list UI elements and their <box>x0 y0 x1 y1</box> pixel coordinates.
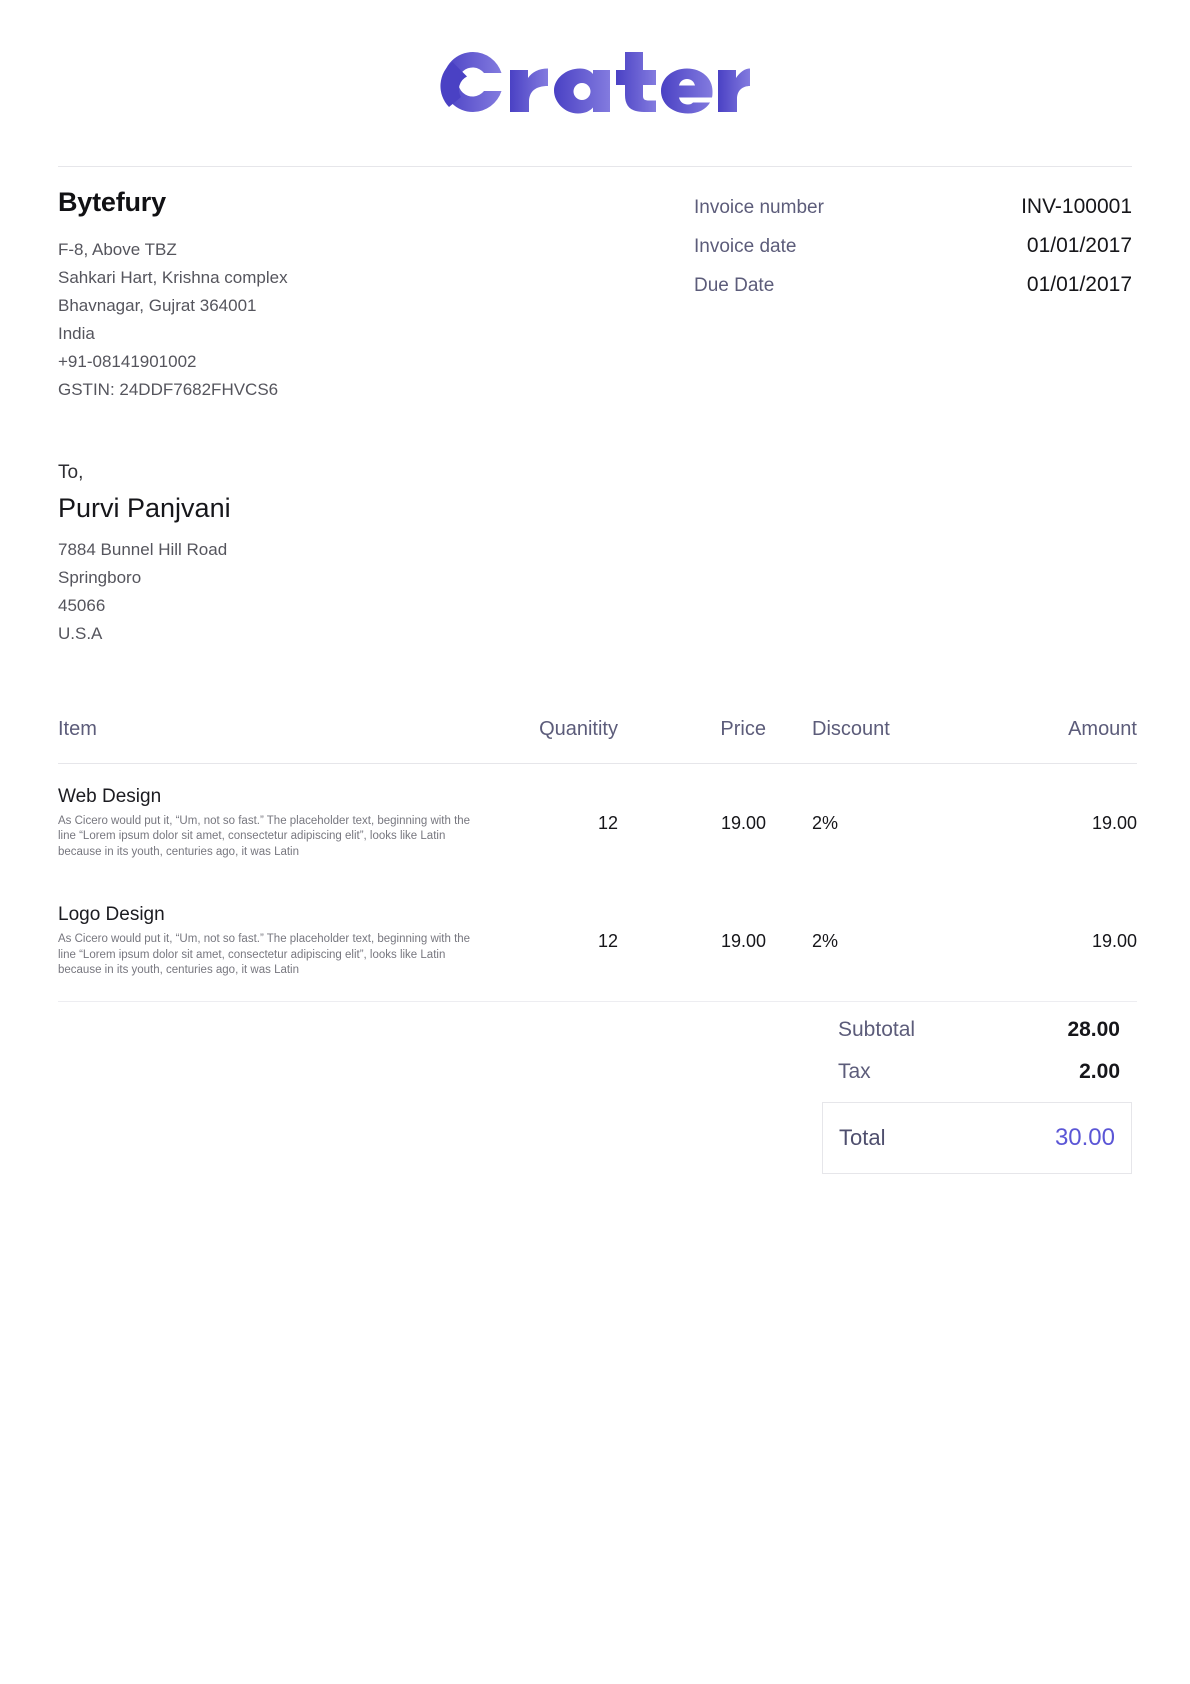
invoice-number-label: Invoice number <box>694 197 824 218</box>
table-body: Web Design As Cicero would put it, “Um, … <box>58 764 1137 1002</box>
tax-label: Tax <box>838 1060 871 1083</box>
invoice-number-value: INV-100001 <box>1021 195 1132 218</box>
from-phone: +91-08141901002 <box>58 351 197 371</box>
from-gstin: GSTIN: 24DDF7682FHVCS6 <box>58 379 279 399</box>
totals-section: Subtotal 28.00 Tax 2.00 Total 30.00 <box>822 1018 1132 1174</box>
invoice-date-label: Invoice date <box>694 235 797 257</box>
from-address-line: India <box>58 323 95 343</box>
line-items-section: Item Quanitity Price Discount Amount Web… <box>58 718 1137 1002</box>
line-item-name: Logo Design <box>58 904 165 926</box>
from-address-line: Bhavnagar, Gujrat 364001 <box>58 295 257 315</box>
grand-total-value: 30.00 <box>1054 1124 1115 1151</box>
table-row: Web Design As Cicero would put it, “Um, … <box>58 764 1137 883</box>
bill-to-name: Purvi Panjvani <box>58 492 231 523</box>
line-item-description: As Cicero would put it, “Um, not so fast… <box>58 814 471 858</box>
line-item-quantity: 12 <box>597 812 618 833</box>
invoice-number-row: Invoice number INV-100001 <box>694 194 1132 220</box>
crater-logo-icon <box>440 52 750 114</box>
tax-row: Tax 2.00 <box>822 1060 1132 1084</box>
line-item-discount: 2% <box>784 882 972 1002</box>
line-items-table: Item Quanitity Price Discount Amount Web… <box>58 718 1137 1002</box>
line-item-amount: 19.00 <box>1091 812 1137 833</box>
line-item-quantity: 12 <box>488 882 646 1002</box>
invoice-header: Bytefury F-8, Above TBZ Sahkari Hart, Kr… <box>58 187 1132 404</box>
line-item-name: Web Design <box>58 786 162 807</box>
line-item-discount: 2% <box>812 812 839 833</box>
header-divider <box>58 166 1132 167</box>
column-header-discount: Discount <box>812 718 890 740</box>
due-date-label: Due Date <box>694 274 775 296</box>
column-header-amount: Amount <box>1068 718 1137 740</box>
subtotal-label: Subtotal <box>838 1018 916 1041</box>
subtotal-row: Subtotal 28.00 <box>822 1018 1132 1042</box>
due-date-row: Due Date 01/01/2017 <box>694 272 1132 298</box>
line-item-cell: Logo Design As Cicero would put it, “Um,… <box>58 882 488 1002</box>
column-header-price: Price <box>720 718 766 740</box>
from-address-line: Sahkari Hart, Krishna complex <box>58 267 288 287</box>
table-header: Item Quanitity Price Discount Amount <box>58 718 1137 764</box>
due-date-value: 01/01/2017 <box>1026 272 1132 296</box>
grand-total-label: Total <box>839 1125 886 1150</box>
bill-to-address-line: Springboro <box>58 567 142 587</box>
subtotal-value: 28.00 <box>1067 1018 1120 1041</box>
line-item-price: 19.00 <box>720 812 766 833</box>
invoice-date-value: 01/01/2017 <box>1026 233 1132 257</box>
from-block: Bytefury F-8, Above TBZ Sahkari Hart, Kr… <box>58 187 538 404</box>
invoice-meta: Invoice number INV-100001 Invoice date 0… <box>694 188 1132 310</box>
column-header-item: Item <box>58 718 97 740</box>
table-row: Logo Design As Cicero would put it, “Um,… <box>58 882 1137 1002</box>
grand-total-box: Total 30.00 <box>822 1102 1132 1174</box>
brand-logo <box>0 0 1190 128</box>
bill-to-label: To, <box>58 462 84 483</box>
company-name: Bytefury <box>58 187 166 217</box>
bill-to-block: To, Purvi Panjvani 7884 Bunnel Hill Road… <box>58 462 578 648</box>
from-address-line: F-8, Above TBZ <box>58 239 177 259</box>
invoice-date-row: Invoice date 01/01/2017 <box>694 233 1132 259</box>
line-item-amount: 19.00 <box>972 882 1137 1002</box>
bill-to-address-line: 45066 <box>58 595 106 615</box>
line-item-description: As Cicero would put it, “Um, not so fast… <box>58 933 471 977</box>
column-header-quantity: Quanitity <box>539 718 618 740</box>
line-item-cell: Web Design As Cicero would put it, “Um, … <box>58 764 488 883</box>
bill-to-address-line: 7884 Bunnel Hill Road <box>58 539 228 559</box>
bill-to-address-line: U.S.A <box>58 623 103 643</box>
line-item-price: 19.00 <box>646 882 784 1002</box>
tax-value: 2.00 <box>1079 1060 1120 1083</box>
